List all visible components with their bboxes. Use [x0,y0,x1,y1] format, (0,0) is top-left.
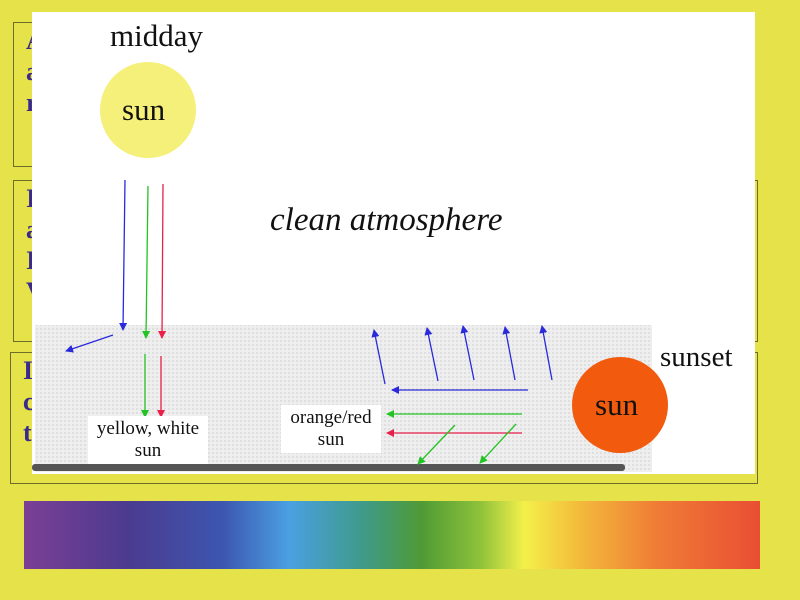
visible-spectrum-bar [24,501,760,569]
midday-scattered-blue-ray [65,334,114,353]
midday-sun-icon [100,62,196,158]
midday-sun-label: sun [122,92,166,127]
text-fragment: I [26,245,757,276]
text-fragment: I [26,183,757,214]
scattered-blue-ray-1 [371,329,386,385]
midday-blue-ray [119,179,128,331]
text-fragment: r [26,87,52,118]
sunset-sun-label: sun [595,387,639,422]
sunset-label: sunset [660,341,733,373]
scattered-blue-ray-3 [460,325,475,381]
sunlight-scattering-diagram: midday sun clean atmosphere sunset sun y… [32,12,755,474]
ground-line [32,464,625,471]
yellow-white-sun-label: yellow, white sun [88,416,208,464]
scattered-green-ray-1 [417,424,456,465]
scattered-blue-ray-5 [539,325,553,381]
scattered-blue-ray-4 [502,326,516,381]
midday-red-ray [158,183,167,339]
clean-atmosphere-label: clean atmosphere [270,202,503,238]
diagram-graphics [32,62,668,472]
scattered-blue-ray-2 [424,327,439,382]
midday-green-ray [142,185,151,339]
sunset-sun-icon [572,357,668,453]
text-fragment: t [23,418,32,447]
scattered-green-ray-2 [479,423,517,464]
orange-red-sun-label: orange/red sun [281,405,381,453]
text-fragment: c [23,387,35,416]
text-fragment: I [23,356,34,385]
midday-label: midday [110,18,203,53]
